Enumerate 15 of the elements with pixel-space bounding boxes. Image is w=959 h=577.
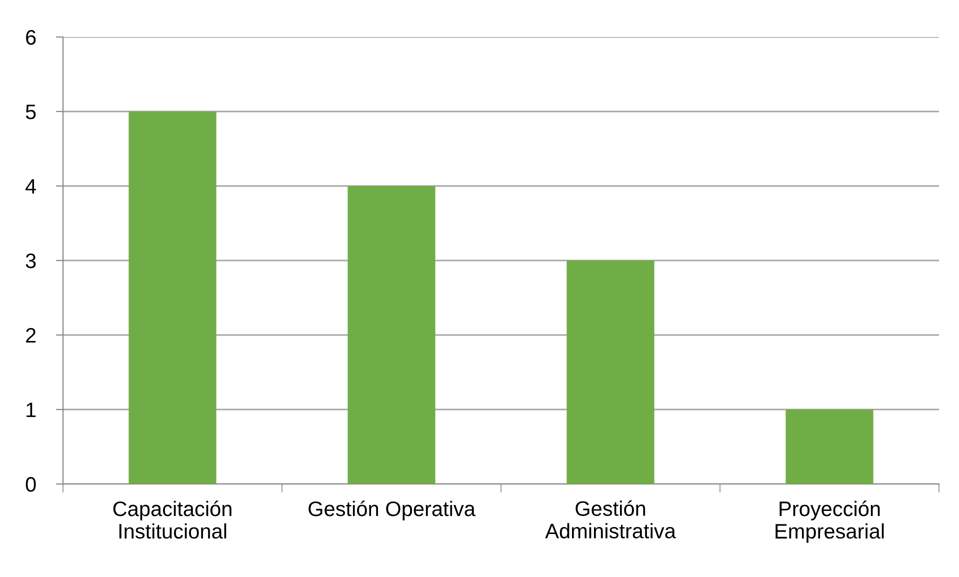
y-tick-label: 5 [26,104,36,120]
x-tick-label: Gestión Operativa [308,500,476,520]
bar [348,186,436,484]
bar [128,112,216,484]
x-tick-label: Gestión Administrativa [545,500,676,538]
x-tick-label: Capacitación Institucional [113,500,232,539]
bar [786,410,874,484]
bar [566,260,654,484]
y-tick-label: 3 [26,254,36,268]
y-tick-label: 1 [26,402,36,418]
y-tick-label: 4 [26,179,36,194]
y-tick-label: 6 [26,30,36,45]
y-tick-label: 0 [26,477,36,492]
y-tick-label: 2 [26,328,36,343]
x-tick-label: Proyección Empresarial [776,500,884,543]
